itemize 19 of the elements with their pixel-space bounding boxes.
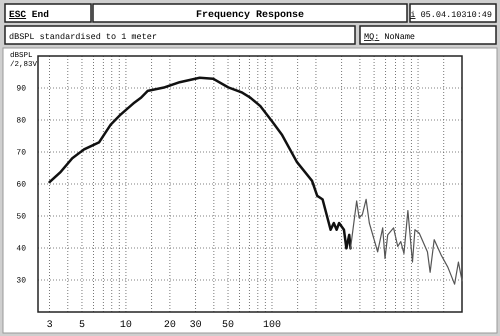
text: i 05.04.10310:49	[410, 10, 492, 20]
y-tick-label: 40	[16, 244, 26, 254]
y-tick-label: 50	[16, 212, 26, 222]
chart-title: Frequency Response	[196, 10, 304, 21]
text: ESC End	[9, 9, 50, 20]
text: dBSPL standardised to 1 meter	[9, 32, 157, 42]
x-tick-label: 5	[78, 320, 85, 332]
x-tick-label: 3	[46, 320, 53, 332]
x-tick-label: 30	[190, 320, 202, 332]
y-tick-label: 90	[16, 84, 26, 94]
x-tick-label: 100	[262, 320, 281, 332]
y-tick-label: 60	[16, 180, 26, 190]
x-tick-label: 50	[222, 320, 234, 332]
y-tick-label: 80	[16, 116, 26, 126]
y-tick-label: 30	[16, 276, 26, 286]
y-tick-label: 70	[16, 148, 26, 158]
x-tick-label: 10	[120, 320, 132, 332]
text: MQ: NoName	[364, 32, 416, 42]
x-tick-label: 20	[164, 320, 176, 332]
